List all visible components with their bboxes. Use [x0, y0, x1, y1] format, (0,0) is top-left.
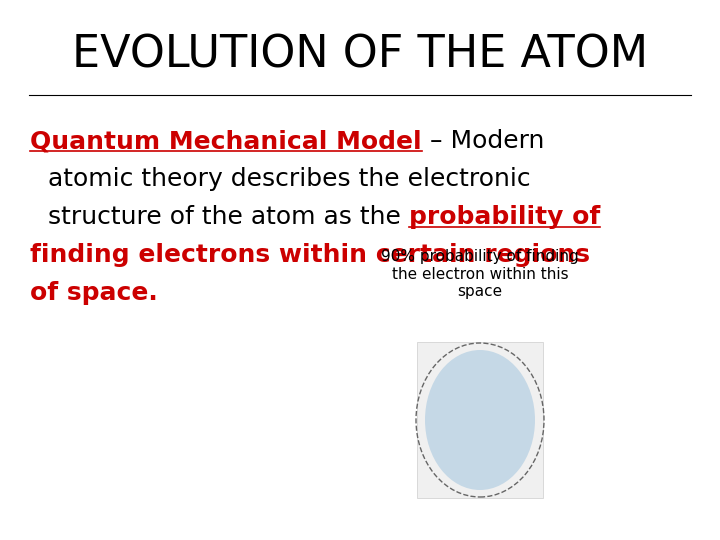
Ellipse shape	[425, 350, 535, 490]
Text: Quantum Mechanical Model: Quantum Mechanical Model	[30, 129, 422, 153]
Text: EVOLUTION OF THE ATOM: EVOLUTION OF THE ATOM	[72, 34, 648, 77]
Text: – Modern: – Modern	[422, 129, 544, 153]
Bar	[417, 342, 543, 498]
Text: finding electrons within certain regions: finding electrons within certain regions	[30, 243, 590, 267]
Text: probability of: probability of	[409, 205, 600, 229]
Text: of space.: of space.	[30, 281, 158, 305]
Text: atomic theory describes the electronic: atomic theory describes the electronic	[48, 167, 531, 191]
Text: 90% probability of finding
the electron within this
space: 90% probability of finding the electron …	[381, 249, 579, 299]
Text: structure of the atom as the: structure of the atom as the	[48, 205, 409, 229]
